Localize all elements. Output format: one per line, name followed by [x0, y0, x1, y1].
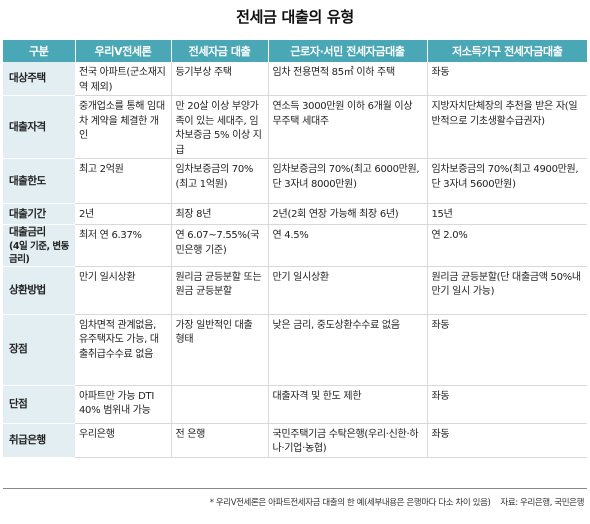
loan-types-table: 구분 우리V전세론 전세자금 대출 근로자·서민 전세자금대출 저소득가구 전세… [3, 40, 587, 458]
row-header-label: 대상주택 [9, 72, 46, 85]
header-row: 구분 우리V전세론 전세자금 대출 근로자·서민 전세자금대출 저소득가구 전세… [3, 40, 587, 62]
table-row: 대출기간 2년 최장 8년 2년(2회 연장 가능해 최장 6년) 15년 [3, 203, 587, 225]
row-header-label: 대출자격 [9, 120, 46, 133]
table-cell: 2년(2회 연장 가능해 최장 6년) [267, 203, 427, 225]
table-cell: 2년 [75, 203, 171, 225]
table-cell: 연 4.5% [267, 224, 427, 267]
table-cell: 연 2.0% [426, 224, 587, 267]
bottom-rule [3, 488, 587, 489]
table-cell: 만기 일시상환 [267, 266, 427, 315]
row-header-label: 대출금리 [9, 226, 46, 238]
table-cell: 등기부상 주택 [170, 62, 268, 96]
table-cell: 중개업소를 통해 임대차 계약을 체결한 개인 [75, 95, 171, 159]
table-cell: 대출자격 및 한도 제한 [267, 385, 427, 424]
row-header: 대출금리 (4일 기준, 변동금리) [3, 224, 75, 267]
row-header-label: 장점 [9, 343, 28, 356]
table-cell: 만 20살 이상 부양가족이 있는 세대주, 임차보증금 5% 이상 지급 [170, 95, 268, 159]
table-cell: 지방자치단체장의 추천을 받은 자(일반적으로 기초생활수급권자) [426, 95, 587, 159]
table-cell [170, 385, 268, 424]
table-cell: 원리금 균등분할(단 대출금액 50%내 만기 일시 가능) [426, 266, 587, 315]
table-row: 상환방법 만기 일시상환 원리금 균등분할 또는 원금 균등분할 만기 일시상환 원리금… [3, 266, 587, 315]
table-cell: 좌동 [426, 423, 587, 458]
table-cell: 만기 일시상환 [75, 266, 171, 315]
table-row: 취급은행 우리은행 전 은행 국민주택기금 수탁은행(우리·신한·하나·기업·농협) 좌… [3, 423, 587, 458]
header-jeonse-loan: 전세자금 대출 [170, 40, 268, 62]
table-cell: 원리금 균등분할 또는 원금 균등분할 [170, 266, 268, 315]
row-header: 단점 [3, 385, 75, 424]
row-header: 대출기간 [3, 203, 75, 225]
row-header: 대상주택 [3, 62, 75, 96]
table-cell: 15년 [426, 203, 587, 225]
table-cell: 최저 연 6.37% [75, 224, 171, 267]
table-cell: 좌동 [426, 62, 587, 96]
table-cell: 연 6.07~7.55%(국민은행 기준) [170, 224, 268, 267]
table-cell: 우리은행 [75, 423, 171, 458]
footnote: * 우리V전세론은 아파트전세자금 대출의 한 예(세부내용은 은행마다 다소 … [209, 498, 491, 508]
table-row: 대출한도 최고 2억원 임차보증금의 70%(최고 1억원) 임차보증금의 70%(최… [3, 158, 587, 204]
row-header: 상환방법 [3, 266, 75, 315]
table-cell: 임차면적 관계없음, 유주택자도 가능, 대출취급수수료 없음 [75, 314, 171, 386]
row-header-sub: (4일 기준, 변동금리) [9, 240, 69, 265]
table-cell: 낮은 금리, 중도상환수수료 없음 [267, 314, 427, 386]
table-cell: 연소득 3000만원 이하 6개월 이상 무주택 세대주 [267, 95, 427, 159]
table-cell: 임차보증금의 70%(최고 4900만원, 단 3자녀 5600만원) [426, 158, 587, 204]
table-cell: 임차보증금의 70%(최고 1억원) [170, 158, 268, 204]
header-low-income-loan: 저소득가구 전세자금대출 [426, 40, 587, 62]
row-header: 장점 [3, 314, 75, 386]
row-header-label: 대출한도 [9, 174, 46, 187]
table-title: 전세금 대출의 유형 [236, 8, 354, 26]
table-cell: 좌동 [426, 314, 587, 386]
header-woori-v: 우리V전세론 [74, 40, 171, 62]
row-header-label: 대출기간 [9, 207, 46, 220]
table-row: 장점 임차면적 관계없음, 유주택자도 가능, 대출취급수수료 없음 가장 일반적인… [3, 314, 587, 386]
table-cell: 전국 아파트(군소재지역 제외) [75, 62, 171, 96]
table-cell: 최고 2억원 [75, 158, 171, 204]
table-cell: 임차 전용면적 85㎡ 이하 주택 [267, 62, 427, 96]
row-header-label: 취급은행 [9, 433, 46, 446]
table-row: 대출자격 중개업소를 통해 임대차 계약을 체결한 개인 만 20살 이상 부양가족… [3, 95, 587, 159]
table-cell: 아파트만 가능 DTI 40% 범위내 가능 [75, 385, 171, 424]
table-cell: 좌동 [426, 385, 587, 424]
row-header: 대출자격 [3, 95, 75, 159]
table-cell: 전 은행 [170, 423, 268, 458]
header-category: 구분 [3, 40, 75, 62]
row-header: 취급은행 [3, 423, 75, 458]
header-worker-loan: 근로자·서민 전세자금대출 [267, 40, 427, 62]
source-note: 자료: 우리은행, 국민은행 [500, 498, 584, 508]
table-cell: 임차보증금의 70%(최고 6000만원, 단 3자녀 8000만원) [267, 158, 427, 204]
table-cell: 최장 8년 [170, 203, 268, 225]
table-cell: 국민주택기금 수탁은행(우리·신한·하나·기업·농협) [267, 423, 427, 458]
table-row: 대상주택 전국 아파트(군소재지역 제외) 등기부상 주택 임차 전용면적 85㎡ 이… [3, 62, 587, 96]
row-header: 대출한도 [3, 158, 75, 204]
table-row: 단점 아파트만 가능 DTI 40% 범위내 가능 대출자격 및 한도 제한 좌동 [3, 385, 587, 424]
row-header-label: 단점 [9, 397, 28, 410]
row-header-label: 상환방법 [9, 283, 46, 296]
footer: * 우리V전세론은 아파트전세자금 대출의 한 예(세부내용은 은행마다 다소 … [0, 496, 585, 508]
table-row: 대출금리 (4일 기준, 변동금리) 최저 연 6.37% 연 6.07~7.55%(… [3, 224, 587, 267]
table-cell: 가장 일반적인 대출 형태 [170, 314, 268, 386]
